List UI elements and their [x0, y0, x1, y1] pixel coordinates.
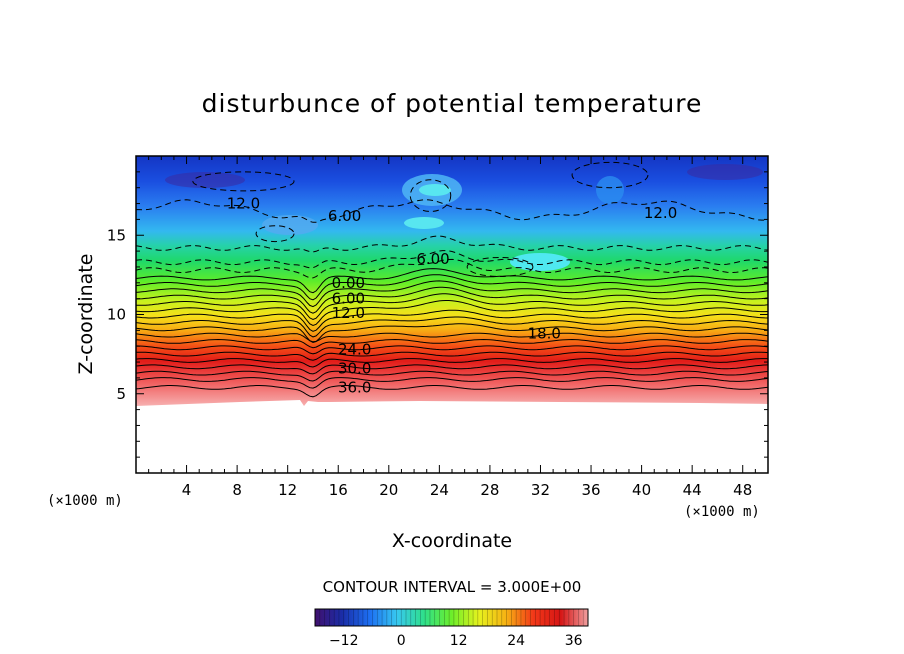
y-tick-label: 15 [107, 226, 126, 244]
colorbar-frame [314, 608, 589, 627]
contour-label: 36.0 [338, 378, 371, 396]
contour-line-solid [136, 345, 768, 355]
contour-line-dashed [136, 258, 768, 279]
y-axis-ticks: 5 10 15 [107, 171, 768, 458]
contour-label: 6.00 [332, 290, 365, 308]
contour-line-solid [136, 385, 768, 398]
contour-label: 0.00 [332, 274, 365, 292]
contour-label: 24.0 [338, 340, 371, 358]
contour-line-solid [136, 338, 768, 349]
contour-label: 6.00 [416, 250, 449, 268]
contour-line-solid [136, 293, 768, 321]
contour-line-solid [136, 358, 768, 368]
colorbar-tick-label: 12 [450, 633, 468, 649]
contour-line-solid [136, 323, 768, 344]
contour-line-dashed [136, 235, 768, 253]
x-unit-left: (×1000 m) [47, 493, 123, 509]
upper-turbulent-patches [165, 164, 763, 271]
x-tick-label: 28 [480, 481, 499, 499]
contour-line-solid [136, 332, 768, 343]
x-tick-label: 12 [278, 481, 297, 499]
contour-line-solid [136, 280, 768, 308]
colorbar-fill [315, 609, 588, 626]
colorbar-stripes [319, 609, 584, 626]
colorbar-tick-label: 0 [397, 633, 406, 649]
contour-interval-text: CONTOUR INTERVAL = 3.000E+00 [323, 578, 582, 596]
contour-line-solid [136, 300, 768, 327]
contour-label: 30.0 [338, 359, 371, 377]
x-tick-label: 48 [733, 481, 752, 499]
x-unit-right: (×1000 m) [684, 504, 760, 520]
colorbar-tick-label: −12 [329, 633, 359, 649]
contour-line-solid [136, 286, 768, 314]
x-tick-label: 40 [632, 481, 651, 499]
contour-line-dashed [136, 250, 768, 269]
x-tick-label: 36 [581, 481, 600, 499]
x-tick-label: 16 [329, 481, 348, 499]
y-tick-label: 10 [107, 306, 126, 324]
contour-label: 18.0 [528, 325, 561, 343]
contour-label: 12.0 [644, 204, 677, 222]
colorbar: −12 0 12 24 36 [314, 608, 589, 649]
chart-title: disturbunce of potential temperature [202, 89, 703, 118]
contour-loop [192, 171, 295, 192]
contour-label: 12.0 [332, 304, 365, 322]
contour-line-solid [136, 370, 768, 382]
x-axis-label: X-coordinate [392, 530, 512, 552]
contour-loop [466, 256, 534, 277]
contour-line-dashed [136, 199, 768, 223]
colorbar-ticks: −12 0 12 24 36 [329, 633, 583, 649]
contour-line-solid [136, 274, 768, 301]
x-tick-label: 32 [531, 481, 550, 499]
x-tick-label: 8 [232, 481, 242, 499]
y-axis-label: Z-coordinate [75, 254, 97, 375]
contour-line-solid [136, 268, 768, 294]
contour-lines [136, 161, 768, 398]
contour-line-solid [136, 364, 768, 375]
x-tick-label: 44 [683, 481, 702, 499]
x-tick-label: 24 [430, 481, 449, 499]
contour-loop [255, 225, 295, 243]
contour-line-solid [136, 309, 768, 332]
x-tick-label: 4 [182, 481, 192, 499]
x-axis-ticks: 4 8 12 16 20 24 28 32 36 40 44 48 [148, 156, 756, 499]
y-tick-label: 5 [116, 385, 126, 403]
contour-line-solid [136, 316, 768, 338]
colorbar-tick-label: 24 [507, 633, 525, 649]
contour-loop [409, 179, 452, 212]
contour-loop [571, 161, 649, 189]
contour-label: 12.0 [227, 195, 260, 213]
plot-area [136, 156, 768, 406]
contour-line-solid [136, 377, 768, 389]
contour-label: 6.00 [328, 207, 361, 225]
colorbar-tick-label: 36 [565, 633, 583, 649]
contour-line-solid [136, 351, 768, 361]
x-tick-label: 20 [379, 481, 398, 499]
contour-labels: 12.06.006.0012.00.006.0012.018.024.030.0… [227, 195, 678, 397]
